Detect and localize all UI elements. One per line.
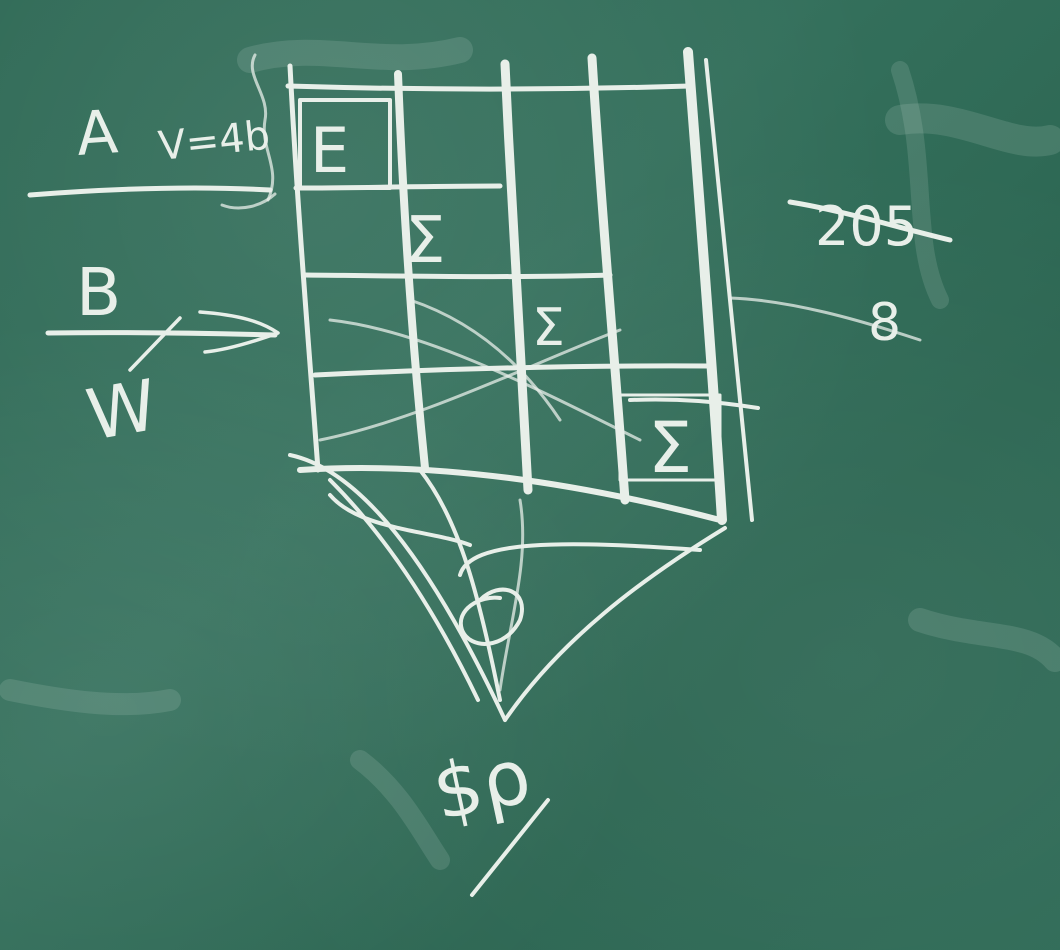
- right-label-2: 8: [868, 293, 901, 353]
- funnel: [288, 453, 727, 722]
- cell-symbols: E Σ Σ Σ: [310, 114, 692, 489]
- label-b: B: [76, 254, 121, 331]
- right-notes: 205 8: [728, 195, 953, 353]
- label-w: W: [81, 364, 163, 457]
- label-a: A: [74, 97, 120, 170]
- cell-boxes: [298, 98, 722, 482]
- bottom-label: $ρ: [425, 730, 538, 837]
- cell-symbol-2: Σ: [405, 204, 445, 278]
- grid-lines: [285, 47, 760, 525]
- cell-symbol-3: Σ: [532, 298, 565, 358]
- formula-a: V=4b: [156, 113, 272, 170]
- cell-symbol-4: Σ: [648, 407, 692, 489]
- cell-symbol-1: E: [310, 114, 349, 187]
- bottom-notes: $ρ: [425, 730, 550, 897]
- eraser-smudges: [0, 37, 1060, 870]
- left-notes: A V=4b B W: [27, 53, 280, 457]
